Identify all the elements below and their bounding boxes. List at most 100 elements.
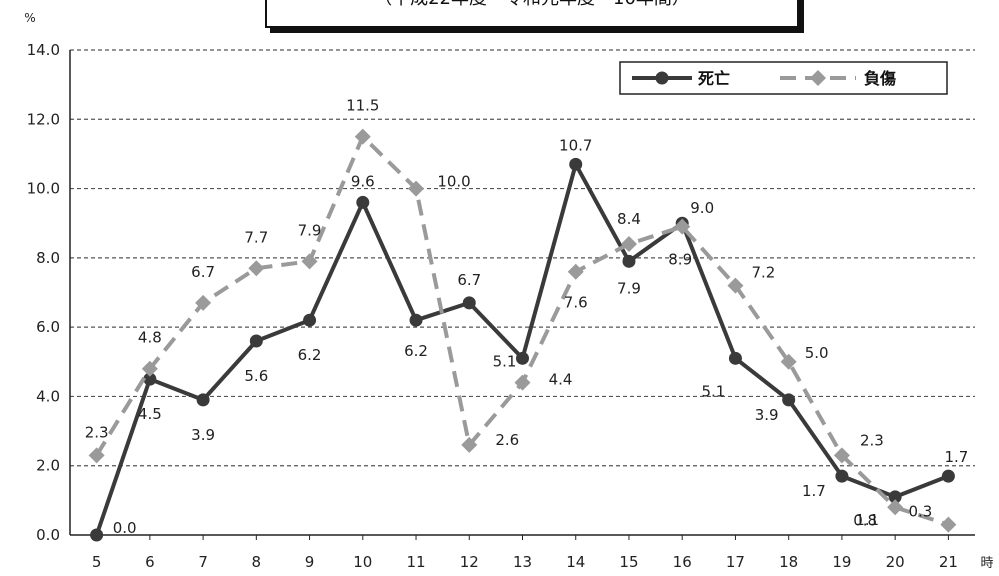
x-tick-label: 14 <box>566 553 585 571</box>
x-tick-label: 5 <box>92 553 102 571</box>
data-point <box>835 469 849 483</box>
data-label: 11.5 <box>346 97 379 115</box>
x-tick-label: 17 <box>726 553 745 571</box>
data-point <box>408 180 425 197</box>
data-point <box>780 353 797 370</box>
data-label: 1.1 <box>855 511 879 529</box>
data-point <box>887 499 904 516</box>
x-tick-label: 8 <box>252 553 262 571</box>
data-point <box>248 260 265 277</box>
data-point <box>88 447 105 464</box>
x-tick-label: 20 <box>886 553 905 571</box>
data-point <box>674 218 691 235</box>
data-label: 7.9 <box>298 221 322 239</box>
data-label: 1.7 <box>802 482 826 500</box>
data-label: 0.0 <box>113 519 137 537</box>
data-label: 5.1 <box>493 352 517 370</box>
data-label: 0.3 <box>908 503 932 521</box>
data-label: 3.9 <box>755 406 779 424</box>
data-label: 7.7 <box>244 228 268 246</box>
data-point <box>409 313 423 327</box>
data-label: 4.8 <box>138 329 162 347</box>
data-label: 8.9 <box>668 251 692 269</box>
data-label: 6.7 <box>457 271 481 289</box>
data-point <box>196 393 210 407</box>
data-point <box>461 436 478 453</box>
data-point <box>941 469 955 483</box>
data-point <box>516 351 529 365</box>
y-tick-label: 10.0 <box>27 180 60 198</box>
x-tick-label: 11 <box>406 553 425 571</box>
data-label: 9.6 <box>351 172 375 190</box>
data-label: 2.6 <box>495 431 519 449</box>
data-point <box>301 253 318 270</box>
chart-subtitle: （平成22年度～令和元年度＝10年間） <box>267 0 797 10</box>
data-label: 9.0 <box>690 199 714 217</box>
data-label: 8.4 <box>617 210 641 228</box>
legend: 死亡 負傷 <box>619 61 948 95</box>
data-point <box>514 374 531 391</box>
data-label: 4.5 <box>138 405 162 423</box>
x-tick-label: 7 <box>198 553 208 571</box>
data-labels: 0.0 4.5 3.9 5.6 6.2 9.6 6.2 6.7 5.1 10.7 7.9 9.0 5.1… <box>85 97 969 537</box>
data-label: 1.7 <box>944 448 968 466</box>
data-label: 6.7 <box>191 263 215 281</box>
data-point <box>782 393 796 407</box>
data-label: 10.7 <box>559 136 592 154</box>
y-tick-label: 0.0 <box>36 526 60 544</box>
data-label: 7.9 <box>617 279 641 297</box>
data-label: 4.4 <box>549 371 573 389</box>
data-point <box>354 128 371 145</box>
x-tick-label: 21 <box>939 553 958 571</box>
data-point <box>462 296 476 310</box>
data-label: 0.8 <box>853 511 877 529</box>
data-label: 7.6 <box>564 294 588 312</box>
data-point <box>622 254 636 268</box>
legend-marker-death <box>655 71 669 85</box>
data-point <box>833 447 850 464</box>
y-tick-label: 8.0 <box>36 249 60 267</box>
x-tick-label: 15 <box>619 553 638 571</box>
y-tick-label: 14.0 <box>27 41 60 59</box>
x-tick-label: 12 <box>460 553 479 571</box>
series-layer <box>88 128 957 542</box>
data-point <box>90 528 104 542</box>
data-point <box>141 360 158 377</box>
x-unit-label: 時 <box>980 556 993 571</box>
data-point <box>569 157 583 171</box>
data-label: 10.0 <box>437 173 470 191</box>
legend-marker-injury <box>810 70 826 86</box>
x-tick-label: 10 <box>353 553 372 571</box>
y-tick-label: 4.0 <box>36 387 60 405</box>
data-point <box>195 294 212 311</box>
data-point <box>356 195 370 209</box>
data-label: 2.3 <box>85 423 109 441</box>
x-tick-label: 19 <box>832 553 851 571</box>
data-label: 5.6 <box>244 367 268 385</box>
y-tick-label: 2.0 <box>36 457 60 475</box>
data-label: 2.3 <box>860 431 884 449</box>
legend-label-injury: 負傷 <box>864 69 896 88</box>
y-unit-label: % <box>24 11 35 25</box>
data-point <box>143 372 157 386</box>
y-tick-label: 12.0 <box>27 110 60 128</box>
x-tick-label: 18 <box>779 553 798 571</box>
subtitle-box: （平成22年度～令和元年度＝10年間） <box>265 0 799 28</box>
data-point <box>249 334 263 348</box>
data-label: 6.2 <box>298 346 322 364</box>
data-point <box>888 490 902 504</box>
data-label: 5.0 <box>805 344 829 362</box>
data-label: 5.1 <box>702 382 726 400</box>
data-label: 7.2 <box>752 264 776 282</box>
axes: 0.0 2.0 4.0 6.0 8.0 10.0 12.0 14.0% 5 6 7 8 9 10 11 12 1… <box>24 11 993 571</box>
data-point <box>727 277 744 294</box>
x-tick-label: 9 <box>305 553 315 571</box>
x-tick-label: 16 <box>673 553 692 571</box>
legend-label-death: 死亡 <box>698 69 730 88</box>
data-point <box>620 236 637 252</box>
data-label: 3.9 <box>191 426 215 444</box>
data-point <box>940 516 957 533</box>
y-tick-label: 6.0 <box>36 318 60 336</box>
data-point <box>728 351 742 365</box>
